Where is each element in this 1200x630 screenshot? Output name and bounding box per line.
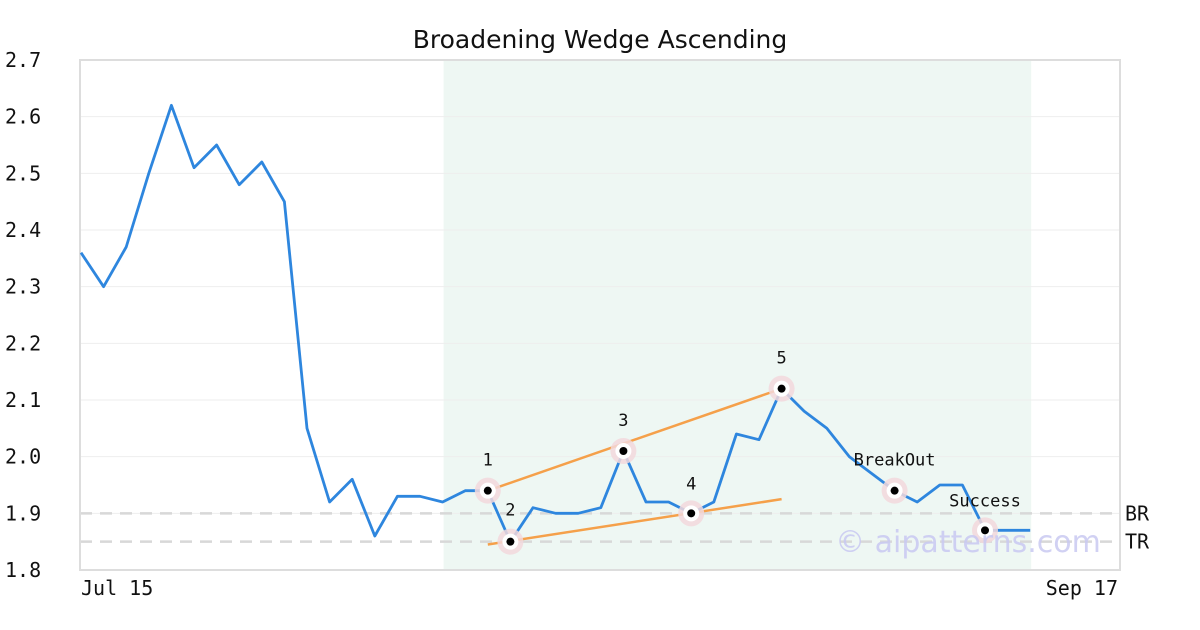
y-tick-label: 2.2 bbox=[5, 331, 41, 355]
pattern-point-label: 2 bbox=[505, 501, 515, 521]
y-tick-label: 2.4 bbox=[5, 218, 41, 242]
y-tick-label: 1.9 bbox=[5, 501, 41, 525]
pattern-point bbox=[506, 537, 515, 546]
upper-trendline bbox=[487, 387, 783, 492]
watermark: © aipatterns.com bbox=[835, 525, 1101, 560]
pattern-point-label: 5 bbox=[776, 349, 786, 369]
pattern-point-label: 4 bbox=[686, 474, 696, 494]
x-tick-label: Sep 17 bbox=[1046, 576, 1118, 600]
pattern-point bbox=[619, 447, 628, 455]
pattern-point bbox=[981, 526, 989, 535]
y-tick-label: 1.8 bbox=[5, 558, 41, 582]
pattern-point-label: Success bbox=[949, 491, 1021, 511]
pattern-region bbox=[443, 60, 1032, 570]
pattern-point bbox=[483, 486, 492, 495]
x-tick-label: Jul 15 bbox=[81, 576, 153, 600]
y-tick-label: 2.6 bbox=[5, 105, 41, 129]
price-series-line bbox=[79, 103, 1031, 544]
reference-label-tr: TR bbox=[1125, 530, 1150, 554]
lower-trendline bbox=[487, 497, 782, 546]
chart-title: Broadening Wedge Ascending bbox=[413, 25, 788, 54]
pattern-point bbox=[890, 486, 899, 495]
plot-frame bbox=[79, 59, 1121, 571]
y-tick-label: 2.0 bbox=[5, 445, 41, 469]
pattern-point-label: 1 bbox=[483, 451, 493, 471]
reference-label-br: BR bbox=[1125, 501, 1150, 525]
pattern-point-label: BreakOut bbox=[854, 451, 936, 471]
y-tick-label: 2.5 bbox=[5, 161, 41, 185]
pattern-point-label: 3 bbox=[618, 411, 628, 431]
y-tick-label: 2.3 bbox=[5, 275, 41, 299]
y-tick-label: 2.1 bbox=[5, 388, 41, 412]
pattern-point bbox=[687, 509, 696, 518]
y-tick-label: 2.7 bbox=[5, 48, 41, 72]
pattern-point bbox=[777, 384, 786, 393]
